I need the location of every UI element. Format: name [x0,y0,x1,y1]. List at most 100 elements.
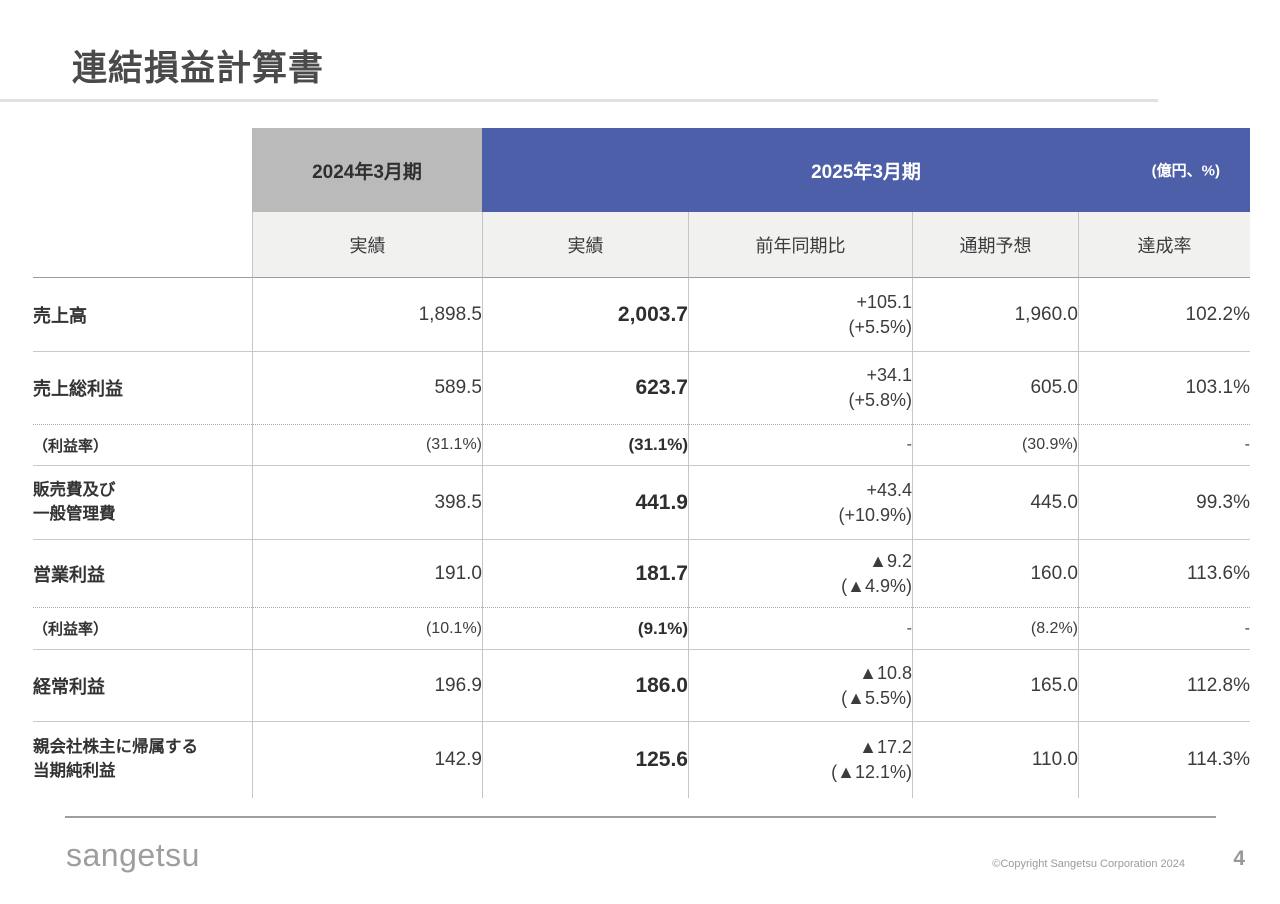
title-divider [0,99,1158,102]
yoy-diff: +105.1 [856,291,912,312]
yoy-diff: ▲9.2 [869,550,912,571]
current-actual-value: 2,003.7 [482,278,688,352]
yoy-value: ▲10.8 (▲5.5%) [688,650,912,722]
col-header-current-actual: 実績 [482,212,688,278]
income-statement-table: 2024年3月期 2025年3月期 (億円、%) 実績 実績 前年同期比 通期予… [33,128,1250,798]
row-label-line: （利益率） [33,437,109,455]
achievement-value: 99.3% [1078,466,1250,540]
forecast-value: 110.0 [912,722,1078,798]
yoy-value: - [688,608,912,650]
row-label-line: 営業利益 [33,564,105,585]
prior-period-header: 2024年3月期 [252,128,482,212]
row-label-line: 売上総利益 [33,379,123,399]
forecast-value: 445.0 [912,466,1078,540]
achievement-value: 103.1% [1078,352,1250,425]
forecast-value: 605.0 [912,352,1078,425]
current-actual-value: 181.7 [482,540,688,608]
sangetsu-logo: sangetsu [66,837,200,873]
row-label-line: 当期純利益 [33,762,116,780]
yoy-pct: (▲5.5%) [841,687,912,708]
achievement-value: 112.8% [1078,650,1250,722]
forecast-value: (8.2%) [912,608,1078,650]
current-actual-value: 623.7 [482,352,688,425]
column-header-row: 実績 実績 前年同期比 通期予想 達成率 [33,212,1250,278]
yoy-diff: ▲10.8 [859,662,912,683]
current-period-header: 2025年3月期 (億円、%) [482,128,1250,212]
row-label-line: 売上高 [33,305,87,326]
prior-actual-value: (31.1%) [252,425,482,466]
yoy-diff: - [906,436,912,453]
achievement-value: - [1078,608,1250,650]
prior-actual-value: 589.5 [252,352,482,425]
col-header-achievement: 達成率 [1078,212,1250,278]
current-period-label: 2025年3月期 [811,161,921,183]
table-row-gross-profit: 売上総利益 589.5 623.7 +34.1 (+5.8%) 605.0 10… [33,352,1250,425]
prior-actual-value: 196.9 [252,650,482,722]
table-row-operating-income: 営業利益 191.0 181.7 ▲9.2 (▲4.9%) 160.0 113.… [33,540,1250,608]
row-label-line: 親会社株主に帰属する [33,738,198,757]
row-label: 親会社株主に帰属する 当期純利益 [33,722,252,798]
prior-actual-value: 1,898.5 [252,278,482,352]
page-number: 4 [1233,847,1245,870]
current-actual-value: 186.0 [482,650,688,722]
forecast-value: 160.0 [912,540,1078,608]
row-label: 経常利益 [33,650,252,722]
row-label: 売上高 [33,278,252,352]
yoy-diff: - [906,619,912,637]
col-header-forecast: 通期予想 [912,212,1078,278]
table-row-gross-margin: （利益率） (31.1%) (31.1%) - (30.9%) - [33,425,1250,466]
row-label-line: 経常利益 [33,676,105,697]
current-actual-value: (31.1%) [482,425,688,466]
copyright-text: ©Copyright Sangetsu Corporation 2024 [992,858,1185,870]
table-row-ordinary-income: 経常利益 196.9 186.0 ▲10.8 (▲5.5%) 165.0 112… [33,650,1250,722]
achievement-value: 114.3% [1078,722,1250,798]
prior-actual-value: 191.0 [252,540,482,608]
forecast-value: (30.9%) [912,425,1078,466]
yoy-diff: +34.1 [866,365,912,385]
yoy-pct: (+5.5%) [848,316,912,337]
yoy-value: +105.1 (+5.5%) [688,278,912,352]
yoy-value: ▲9.2 (▲4.9%) [688,540,912,608]
yoy-value: +34.1 (+5.8%) [688,352,912,425]
row-label: 販売費及び 一般管理費 [33,466,252,540]
row-label: （利益率） [33,425,252,466]
current-actual-value: (9.1%) [482,608,688,650]
unit-note: (億円、%) [1151,162,1220,180]
page-title: 連結損益計算書 [72,49,325,88]
row-label: 売上総利益 [33,352,252,425]
period-header-row: 2024年3月期 2025年3月期 (億円、%) [33,128,1250,278]
achievement-value: 102.2% [1078,278,1250,352]
table-row-operating-margin: （利益率） (10.1%) (9.1%) - (8.2%) - [33,608,1250,650]
table-corner-cell [33,128,252,278]
forecast-value: 165.0 [912,650,1078,722]
table-row-net-income: 親会社株主に帰属する 当期純利益 142.9 125.6 ▲17.2 (▲12.… [33,722,1250,798]
row-label-line: 販売費及び [33,480,116,499]
col-header-prior-actual: 実績 [252,212,482,278]
achievement-value: 113.6% [1078,540,1250,608]
yoy-value: ▲17.2 (▲12.1%) [688,722,912,798]
footer-divider [65,816,1216,818]
row-label-line: 一般管理費 [33,504,116,523]
current-actual-value: 441.9 [482,466,688,540]
table-row-sga: 販売費及び 一般管理費 398.5 441.9 +43.4 (+10.9%) 4… [33,466,1250,540]
yoy-pct: (▲4.9%) [841,575,912,596]
current-actual-value: 125.6 [482,722,688,798]
prior-actual-value: 142.9 [252,722,482,798]
yoy-pct: (▲12.1%) [831,762,912,782]
row-label-line: （利益率） [33,621,109,638]
yoy-value: - [688,425,912,466]
yoy-pct: (+10.9%) [838,504,912,525]
row-label: 営業利益 [33,540,252,608]
row-label: （利益率） [33,608,252,650]
yoy-value: +43.4 (+10.9%) [688,466,912,540]
prior-actual-value: 398.5 [252,466,482,540]
prior-actual-value: (10.1%) [252,608,482,650]
yoy-diff: ▲17.2 [859,737,912,757]
yoy-pct: (+5.8%) [848,390,912,410]
achievement-value: - [1078,425,1250,466]
forecast-value: 1,960.0 [912,278,1078,352]
yoy-diff: +43.4 [866,479,912,500]
table-row-net-sales: 売上高 1,898.5 2,003.7 +105.1 (+5.5%) 1,960… [33,278,1250,352]
col-header-yoy: 前年同期比 [688,212,912,278]
